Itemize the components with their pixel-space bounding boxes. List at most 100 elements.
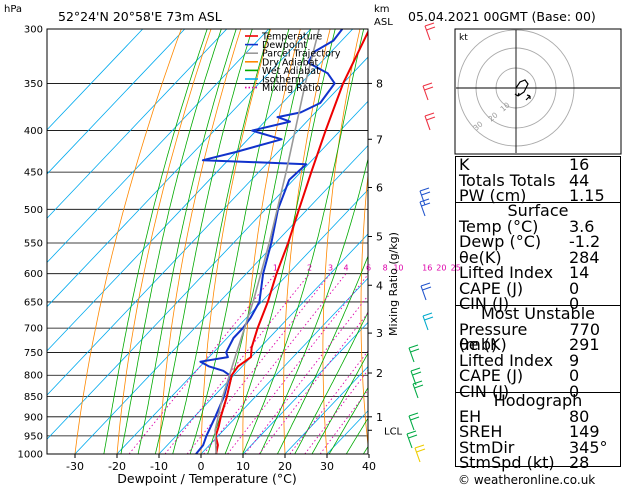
wet-adiabat-line [103,29,208,454]
wind-barb-flag [424,316,434,321]
most-unstable-value: 0 [569,381,580,401]
legend-label: Isotherm [262,75,304,86]
lcl-label: LCL [384,426,403,437]
pressure-tick-label: 350 [24,79,43,90]
hodograph-table-label: SREH [459,422,503,441]
pressure-tick-label: 500 [24,205,43,216]
wind-barb-flag [420,282,431,287]
series-parcel-trajectory [214,29,320,454]
pressure-tick-label: 950 [24,431,43,442]
hodograph-table-value: 80 [569,406,590,426]
isotherm-line [47,29,228,219]
hodograph-frame [454,28,622,155]
wind-barb-flag [410,348,420,353]
wind-barb-flag [424,86,434,91]
km-tick-label: 7 [376,133,383,146]
mixing-ratio-label: 1 [273,264,278,273]
isotherm-line [200,277,368,454]
mixing-ratio-label: 4 [343,264,348,273]
most-unstable-box: Most Unstable Pressure (mb) 770 θe (K) 291 L… [455,305,621,399]
surface-label: Lifted Index [459,263,554,282]
wind-barb-flag [406,430,417,435]
most-unstable-row: CIN (J) 0 [456,381,620,401]
wind-barb [408,415,415,431]
most-unstable-value: 291 [569,335,600,354]
x-tick-label: 20 [278,460,292,473]
pressure-tick-label: 1000 [18,450,43,461]
dry-adiabat-line [116,29,212,454]
wet-adiabat-line [294,311,368,454]
surface-label: CAPE (J) [459,278,524,298]
hodograph-trace [515,79,529,97]
x-tick-label: 30 [320,460,334,473]
mixing-ratio-line [227,273,368,454]
isotherm-line [47,29,312,308]
surface-value: 3.6 [569,216,595,236]
series-dewpoint [195,29,344,454]
hodograph-kt-label: kt [459,33,468,43]
isotherm-line [284,366,368,454]
surface-row: Temp (°C) 3.6 [456,216,620,236]
most-unstable-label: CAPE (J) [459,366,524,385]
wind-barb [424,25,431,41]
wet-adiabat-line [207,29,312,454]
most-unstable-label: Lifted Index [459,350,554,370]
index-label: K [459,155,470,174]
wind-barb-flag [414,384,424,389]
hodograph-table-label: EH [459,406,482,426]
wet-adiabat-line [154,29,253,454]
wind-barb [412,383,419,399]
pressure-tick-label: 550 [24,238,43,249]
isotherm-line [47,56,368,396]
surface-value: 0 [569,294,580,313]
legend-label: Wet Adiabat [262,66,320,77]
hodograph-mean-arrow [525,94,531,101]
pressure-tick-label: 600 [24,269,43,280]
pressure-tick-label: 450 [24,168,43,179]
wind-barb [410,370,417,386]
hodograph-storm-arrow [514,92,520,97]
hodograph-table-value: 28 [569,453,590,472]
legend-label: Mixing Ratio [262,83,321,94]
location-title: 52°24'N 20°58'E 73m ASL [58,9,222,24]
wind-barb-flag [410,416,420,421]
wind-barb-flag [426,116,436,121]
index-label: Totals Totals [459,170,556,190]
isotherm-line [158,233,368,454]
wind-barb-flag [424,112,435,117]
mixing-ratio-label: 3 [328,264,333,273]
isotherm-line [47,29,354,352]
indices-box: K 16 Totals Totals 44 PW (cm) 1.15 [455,156,621,203]
km-tick-label: 4 [376,279,383,292]
sounding-curves [195,29,368,454]
wind-barb-flag [414,444,425,449]
most-unstable-row: Lifted Index 9 [456,350,620,370]
most-unstable-row: CAPE (J) 0 [456,368,620,384]
wet-adiabat-line [242,29,365,454]
most-unstable-value: 9 [569,350,580,370]
pressure-tick-label: 850 [24,392,43,403]
legend-label: Dewpoint [262,40,307,51]
legend-label: Dry Adiabat [262,57,319,68]
surface-value: 14 [569,263,590,282]
pressure-tick-label: 300 [24,25,43,36]
wind-barb [414,447,421,463]
wind-barb-flag [426,26,436,31]
pressure-tick-label: 400 [24,126,43,137]
surface-label: CIN (J) [459,294,510,313]
mixing-ratio-line [128,273,276,454]
surface-title: Surface [507,201,569,220]
dry-adiabat-line [398,5,424,472]
wet-adiabat-line [276,255,368,454]
wind-barb-flag [421,191,431,196]
wind-barb-flag [408,412,419,417]
surface-value: 284 [569,247,600,267]
wind-barb-flag [424,22,435,27]
km-tick-label: 3 [376,327,383,340]
mixing-ratio-label: 6 [366,264,371,273]
legend-label: Parcel Trajectory [262,49,341,60]
wet-adiabat-line [189,29,290,454]
km-tick-label: 6 [376,181,383,194]
